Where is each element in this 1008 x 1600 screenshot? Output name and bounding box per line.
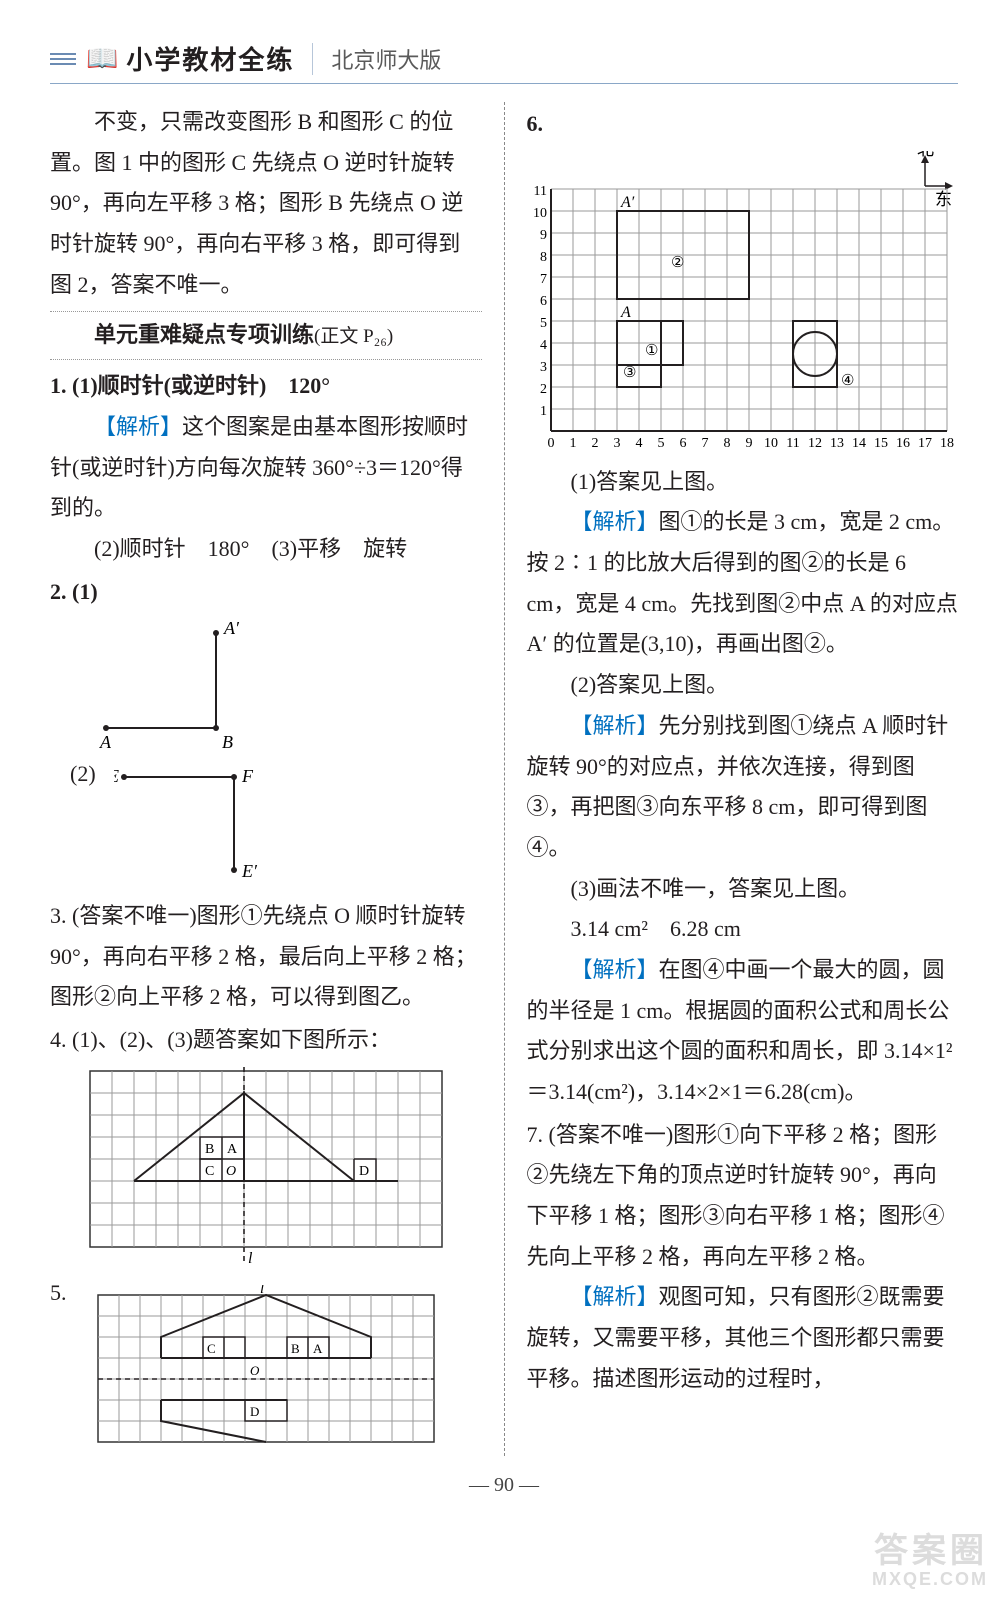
svg-text:E: E	[114, 766, 119, 786]
svg-text:9: 9	[540, 228, 547, 243]
svg-text:11: 11	[786, 436, 799, 451]
svg-text:2: 2	[591, 436, 598, 451]
svg-text:3: 3	[540, 360, 547, 375]
svg-text:C: C	[205, 1164, 214, 1179]
svg-text:7: 7	[540, 272, 547, 287]
header-subtitle: 北京师大版	[312, 43, 441, 75]
svg-text:A: A	[620, 304, 631, 321]
q7: 7. (答案不唯一)图形①向下平移 2 格；图形②先绕左下角的顶点逆时针旋转 9…	[527, 1115, 959, 1278]
section-ref: (正文 P₂₆)	[314, 326, 393, 347]
svg-text:18: 18	[940, 436, 954, 451]
q4-grid: B A C O D l	[86, 1067, 482, 1267]
section-heading: 单元重难疑点专项训练(正文 P₂₆)	[50, 311, 482, 360]
watermark: 答案圈MXQE.COM	[872, 1533, 988, 1590]
svg-text:15: 15	[874, 436, 888, 451]
svg-text:B: B	[205, 1142, 214, 1157]
svg-text:东: 东	[935, 190, 952, 209]
svg-text:O: O	[226, 1164, 236, 1179]
svg-text:4: 4	[540, 338, 547, 353]
svg-text:A′: A′	[223, 618, 240, 638]
svg-text:③: ③	[623, 365, 636, 381]
svg-text:①: ①	[645, 343, 658, 359]
svg-text:E′: E′	[241, 861, 258, 881]
q6-3-analysis: 【解析】在图④中画一个最大的圆，圆的半径是 1 cm。根据圆的面积公式和周长公式…	[527, 950, 959, 1113]
svg-text:8: 8	[540, 250, 547, 265]
svg-text:0: 0	[547, 436, 554, 451]
svg-text:D: D	[250, 1404, 259, 1419]
svg-text:7: 7	[701, 436, 708, 451]
svg-text:④: ④	[841, 373, 854, 389]
header-lines-icon	[50, 53, 76, 65]
q3: 3. (答案不唯一)图形①先绕点 O 顺时针旋转 90°，再向右平移 2 格，最…	[50, 896, 482, 1018]
svg-text:l: l	[248, 1250, 253, 1267]
q6-1: (1)答案见上图。	[527, 462, 959, 503]
svg-text:13: 13	[830, 436, 844, 451]
svg-text:2: 2	[540, 382, 547, 397]
svg-text:l: l	[260, 1285, 264, 1297]
q6-grid: 北 东	[527, 151, 959, 456]
svg-text:6: 6	[679, 436, 686, 451]
svg-text:1: 1	[540, 404, 547, 419]
analysis-label: 【解析】	[571, 1284, 659, 1309]
q4: 4. (1)、(2)、(3)题答案如下图所示：	[50, 1020, 482, 1061]
svg-text:D: D	[359, 1164, 369, 1179]
q6-3: (3)画法不唯一，答案见上图。	[527, 869, 959, 910]
svg-text:北: 北	[917, 151, 934, 159]
svg-text:②: ②	[671, 255, 684, 271]
svg-text:6: 6	[540, 294, 547, 309]
svg-text:3: 3	[613, 436, 620, 451]
analysis-label: 【解析】	[571, 957, 659, 982]
svg-text:B: B	[222, 732, 233, 748]
right-column: 6. 北 东	[505, 102, 959, 1456]
header-title: 小学教材全练	[126, 40, 294, 77]
q6-label: 6.	[527, 104, 959, 145]
svg-text:O: O	[250, 1363, 260, 1378]
page-header: 📖 小学教材全练 北京师大版	[50, 40, 958, 84]
q6-2-analysis: 【解析】先分别找到图①绕点 A 顺时针旋转 90°的对应点，并依次连接，得到图③…	[527, 706, 959, 869]
q1-part1: 1. (1)顺时针(或逆时针) 120°	[50, 366, 482, 407]
left-column: 不变，只需改变图形 B 和图形 C 的位置。图 1 中的图形 C 先绕点 O 逆…	[50, 102, 504, 1456]
q2-label: 2. (1)	[50, 579, 98, 604]
q2: 2. (1)	[50, 572, 482, 613]
svg-text:14: 14	[852, 436, 866, 451]
q6-3b: 3.14 cm² 6.28 cm	[527, 909, 959, 950]
svg-text:A′: A′	[620, 194, 635, 211]
svg-text:B: B	[291, 1341, 300, 1356]
svg-text:A: A	[313, 1341, 323, 1356]
section-title: 单元重难疑点专项训练	[94, 322, 314, 347]
svg-text:1: 1	[569, 436, 576, 451]
content-columns: 不变，只需改变图形 B 和图形 C 的位置。图 1 中的图形 C 先绕点 O 逆…	[50, 102, 958, 1456]
q1-part2: (2)顺时针 180° (3)平移 旋转	[50, 529, 482, 570]
q1-text: 1. (1)顺时针(或逆时针) 120°	[50, 373, 330, 398]
svg-text:5: 5	[657, 436, 664, 451]
book-icon: 📖	[86, 44, 118, 74]
svg-text:A: A	[99, 732, 112, 748]
svg-text:11: 11	[533, 184, 546, 199]
svg-text:C: C	[207, 1341, 216, 1356]
q2-diagram-2: E F E′	[114, 765, 482, 890]
q6-1-analysis: 【解析】图①的长是 3 cm，宽是 2 cm。按 2∶1 的比放大后得到的图②的…	[527, 502, 959, 665]
svg-text:10: 10	[533, 206, 547, 221]
svg-text:5: 5	[540, 316, 547, 331]
svg-text:4: 4	[635, 436, 642, 451]
page-footer: — 90 —	[50, 1474, 958, 1497]
svg-text:8: 8	[723, 436, 730, 451]
analysis-label: 【解析】	[94, 414, 182, 439]
svg-text:9: 9	[745, 436, 752, 451]
q5-grid: C B A O D l	[94, 1285, 482, 1450]
svg-text:16: 16	[896, 436, 910, 451]
intro-text: 不变，只需改变图形 B 和图形 C 的位置。图 1 中的图形 C 先绕点 O 逆…	[50, 102, 482, 305]
q1-analysis: 【解析】这个图案是由基本图形按顺时针(或逆时针)方向每次旋转 360°÷3＝12…	[50, 407, 482, 529]
analysis-label: 【解析】	[571, 509, 659, 534]
svg-text:12: 12	[808, 436, 822, 451]
svg-text:A: A	[227, 1142, 238, 1157]
svg-text:10: 10	[764, 436, 778, 451]
q6-2: (2)答案见上图。	[527, 665, 959, 706]
q2-diagram-1: A B A′	[86, 618, 482, 748]
q7-analysis: 【解析】观图可知，只有图形②既需要旋转，又需要平移，其他三个图形都只需要平移。描…	[527, 1277, 959, 1399]
page-number: 90	[494, 1474, 514, 1496]
svg-text:F: F	[241, 766, 254, 786]
analysis-label: 【解析】	[571, 713, 659, 738]
svg-text:17: 17	[918, 436, 932, 451]
